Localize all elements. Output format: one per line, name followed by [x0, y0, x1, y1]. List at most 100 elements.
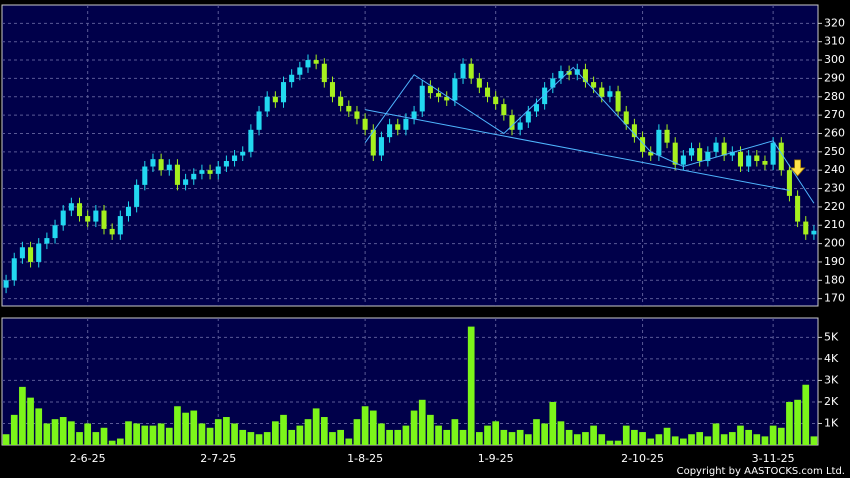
volume-bar	[810, 436, 818, 445]
y-tick-label: 180	[824, 273, 845, 286]
volume-bar	[467, 326, 475, 445]
candle-body	[452, 78, 458, 101]
candle-body	[93, 210, 99, 222]
volume-bar	[84, 423, 92, 445]
candle-body	[737, 151, 744, 167]
y-tick-label: 320	[824, 16, 845, 29]
candle-body	[803, 221, 809, 235]
volume-bar	[786, 401, 793, 445]
volume-bar	[108, 440, 116, 445]
candle-body	[770, 142, 776, 165]
volume-bar	[76, 432, 83, 445]
candle-body	[101, 210, 107, 229]
candle-body	[321, 63, 327, 83]
y-tick-label: 210	[824, 218, 845, 231]
x-tick-label: 2-6-25	[70, 452, 106, 465]
volume-bar	[541, 423, 548, 445]
candle-body	[142, 166, 148, 185]
volume-bar	[565, 429, 573, 445]
candle-body	[223, 161, 229, 167]
candle-body	[199, 170, 205, 174]
candle-body	[3, 280, 9, 288]
candle-body	[729, 151, 735, 156]
volume-bar	[296, 425, 304, 445]
volume-bar	[500, 429, 508, 445]
candle-body	[615, 91, 621, 112]
volume-bar	[27, 397, 34, 445]
y-tick-label: 5K	[824, 330, 839, 343]
volume-bar	[386, 429, 393, 445]
candle-body	[191, 173, 197, 180]
volume-bar	[753, 434, 761, 445]
price-panel	[1, 4, 819, 307]
candle-body	[150, 159, 156, 167]
volume-bar	[125, 421, 132, 445]
volume-bar	[312, 408, 320, 445]
candle-body	[631, 124, 637, 138]
candle-body	[542, 87, 548, 105]
candle-body	[656, 129, 662, 156]
candle-body	[476, 78, 482, 88]
candle-body	[484, 87, 491, 97]
volume-bar	[582, 432, 589, 445]
volume-bar	[353, 419, 361, 445]
candle-body	[76, 203, 83, 217]
volume-bar	[761, 436, 769, 445]
candle-body	[525, 111, 531, 123]
volume-bar	[304, 419, 312, 445]
candle-body	[427, 85, 433, 94]
y-tick-label: 230	[824, 182, 845, 195]
volume-bar	[19, 386, 26, 445]
volume-bar	[394, 429, 402, 445]
volume-bar	[590, 425, 597, 445]
candle-body	[297, 67, 303, 75]
candle-body	[468, 63, 474, 79]
volume-bar	[737, 425, 744, 445]
volume-bar	[10, 414, 18, 445]
candle-body	[640, 137, 646, 152]
candle-body	[395, 124, 401, 130]
candle-body	[329, 82, 336, 97]
volume-bar	[198, 423, 206, 445]
volume-bar	[345, 438, 353, 445]
y-tick-label: 280	[824, 90, 845, 103]
candle-body	[207, 170, 213, 174]
candle-body	[607, 91, 613, 97]
candle-body	[672, 142, 678, 165]
candle-body	[582, 69, 588, 83]
candle-body	[811, 230, 817, 235]
volume-bar	[418, 399, 426, 445]
candle-body	[680, 155, 686, 165]
volume-bar	[680, 438, 687, 445]
candle-body	[280, 82, 287, 103]
volume-bar	[263, 432, 271, 445]
candle-body	[134, 184, 140, 207]
volume-bar	[255, 434, 263, 445]
candle-body	[509, 115, 515, 130]
candle-body	[688, 148, 695, 156]
candle-body	[158, 159, 164, 171]
volume-bar	[704, 436, 712, 445]
volume-bar	[182, 412, 189, 445]
candle-body	[403, 118, 409, 130]
candle-body	[68, 203, 74, 211]
x-tick-label: 1-9-25	[478, 452, 514, 465]
volume-bar	[459, 429, 467, 445]
candle-body	[36, 243, 42, 262]
volume-bar	[35, 408, 43, 445]
y-tick-label: 4K	[824, 352, 839, 365]
candle-body	[721, 142, 727, 156]
volume-bar	[696, 432, 704, 445]
candle-body	[746, 155, 752, 167]
volume-bar	[533, 419, 540, 445]
candle-body	[240, 151, 246, 156]
candle-body	[664, 129, 670, 143]
candle-body	[109, 228, 115, 235]
volume-bar	[443, 429, 451, 445]
volume-bar	[214, 419, 222, 445]
candle-body	[387, 124, 393, 138]
candle-body	[338, 96, 344, 106]
volume-bar	[712, 423, 720, 445]
volume-bar	[68, 421, 75, 445]
